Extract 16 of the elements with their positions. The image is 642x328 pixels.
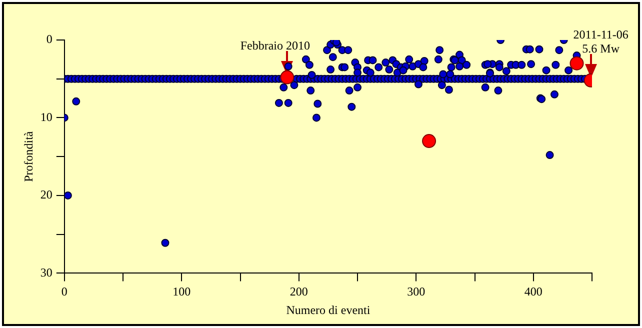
- x-tick-label: 300: [407, 284, 426, 299]
- y-tick-label: 10: [40, 110, 52, 124]
- x-axis-title: Numero di eventi: [286, 302, 371, 317]
- point: [570, 56, 584, 70]
- annotation: Febbraio 2010: [240, 38, 310, 52]
- y-tick-label: 0: [46, 32, 52, 46]
- x-tick-label: 100: [172, 284, 191, 299]
- point: [422, 134, 436, 148]
- x-tick-label: 400: [524, 284, 542, 299]
- point: [280, 70, 294, 84]
- y-tick-label: 30: [40, 265, 52, 280]
- y-axis-title: Profondità: [21, 130, 36, 182]
- x-tick-label: 0: [61, 284, 68, 299]
- x-tick-label: 200: [290, 284, 308, 299]
- y-tick-label: 20: [40, 188, 52, 202]
- annotation: 2011-11-06 5.6 Mw: [573, 27, 628, 56]
